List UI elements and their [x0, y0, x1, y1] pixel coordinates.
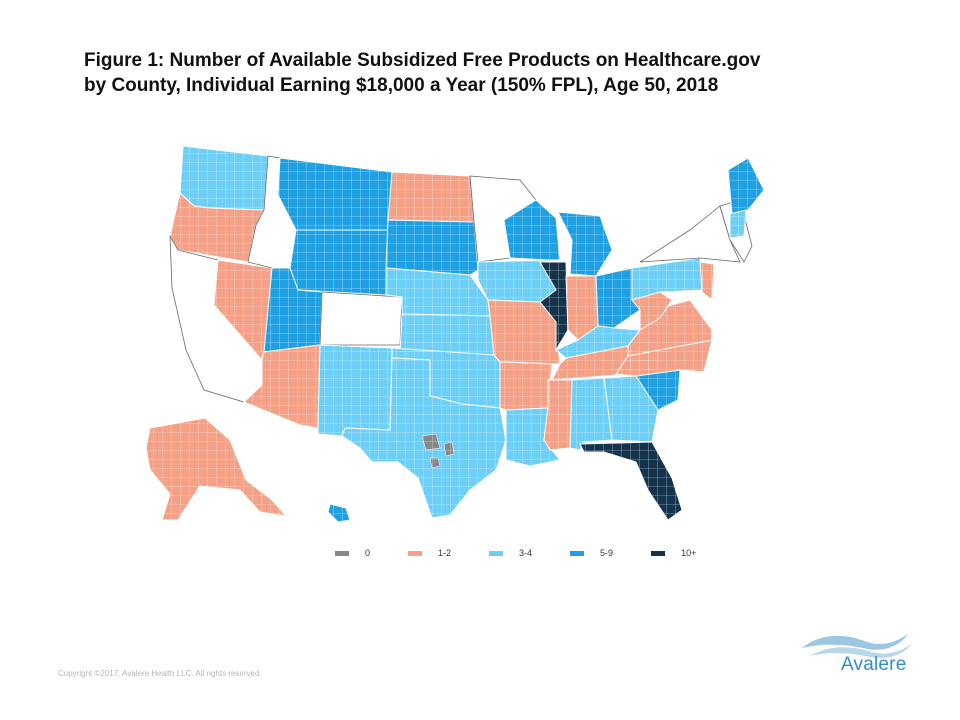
county-zero-patch [429, 457, 441, 469]
legend-item: 5-9 [570, 548, 613, 558]
state-arkansas [499, 361, 553, 411]
legend-item: 3-4 [489, 548, 532, 558]
state-new-jersey [699, 261, 715, 301]
state-florida [579, 441, 683, 521]
state-pennsylvania [631, 257, 707, 301]
state-washington [179, 145, 269, 211]
legend-label: 3-4 [519, 548, 533, 558]
legend-swatch [335, 550, 349, 556]
state-colorado [319, 291, 403, 346]
state-hawaii [327, 503, 351, 523]
state-wyoming [289, 229, 389, 296]
state-new-hampshire [729, 209, 747, 239]
legend-label: 5-9 [600, 548, 614, 558]
title-line-1: Figure 1: Number of Available Subsidized… [84, 50, 761, 71]
legend-label: 0 [365, 548, 371, 558]
map-legend: 0 1-2 3-4 5-9 10+ [335, 546, 734, 560]
legend-swatch [489, 550, 504, 556]
state-mississippi [543, 379, 573, 451]
state-new-mexico [317, 344, 393, 437]
legend-swatch [570, 550, 585, 556]
copyright-text: Copyright ©2017. Avalere Health LLC. All… [58, 669, 262, 678]
state-nebraska [385, 267, 491, 317]
legend-label: 10+ [681, 548, 697, 558]
state-montana [277, 157, 393, 231]
avalere-logo: Avalere [792, 626, 922, 686]
state-alaska [145, 417, 288, 521]
figure-title: Figure 1: Number of Available Subsidized… [84, 48, 904, 98]
county-zero-patch [443, 441, 455, 457]
state-south-dakota [385, 219, 479, 276]
legend-swatch [651, 550, 666, 556]
legend-item: 1-2 [408, 548, 451, 558]
avalere-wave-icon [802, 634, 912, 658]
state-maine [727, 157, 765, 215]
legend-item: 0 [335, 548, 370, 558]
logo-text: Avalere [841, 654, 907, 675]
state-kansas [399, 313, 495, 356]
state-north-dakota [387, 171, 475, 223]
legend-item: 10+ [651, 548, 696, 558]
title-line-2: by County, Individual Earning $18,000 a … [84, 75, 719, 96]
legend-label: 1-2 [438, 548, 452, 558]
legend-swatch [408, 550, 423, 556]
